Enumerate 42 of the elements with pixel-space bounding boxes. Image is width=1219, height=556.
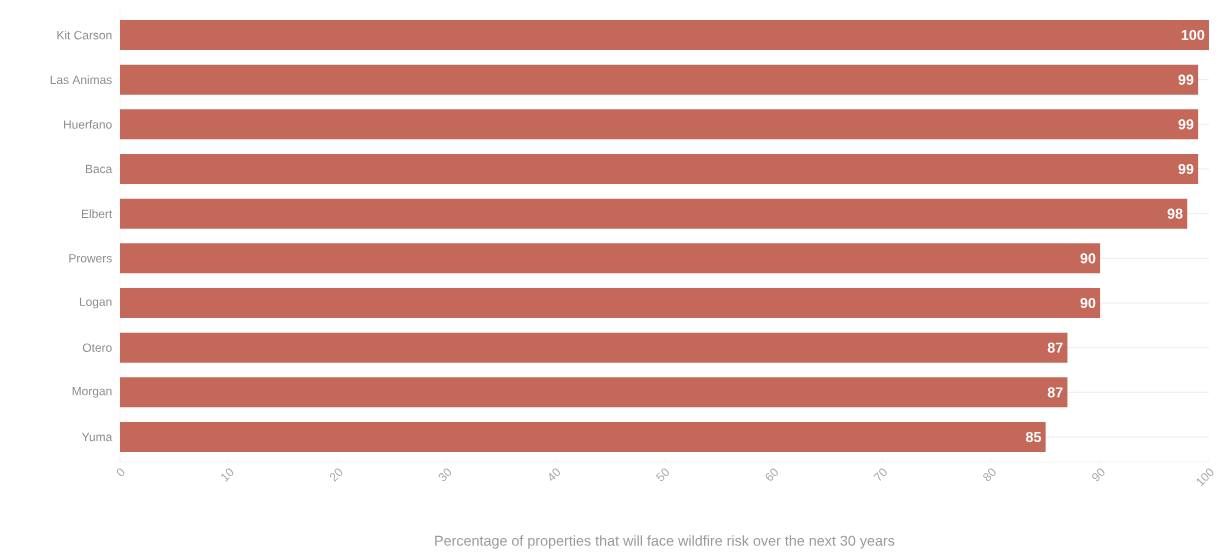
x-tick-label: 70 — [873, 468, 887, 481]
bar — [120, 64, 1199, 95]
data-label: 99 — [1178, 74, 1194, 85]
x-tick-label: 50 — [655, 468, 669, 482]
x-tick-label: 30 — [438, 468, 452, 482]
x-tick-label: 0 — [116, 468, 125, 477]
data-label: 100 — [1181, 29, 1205, 41]
data-label: 87 — [1047, 342, 1063, 353]
y-tick-label: Morgan — [72, 386, 112, 398]
x-tick-label: 100 — [1196, 468, 1214, 487]
y-tick-label: Otero — [82, 343, 112, 352]
x-tick-label: 60 — [765, 468, 778, 481]
bar — [120, 243, 1101, 274]
x-tick-label: 20 — [329, 468, 343, 482]
data-label: 99 — [1178, 163, 1194, 175]
y-tick-label: Las Animas — [50, 75, 112, 85]
bar — [120, 421, 1046, 452]
x-tick-label: 10 — [221, 468, 234, 482]
x-axis-title: Percentage of properties that will face wildfire risk over the next 30 years — [435, 535, 895, 549]
y-tick-label: Kit Carson — [57, 30, 112, 40]
x-tick-label: 90 — [1092, 468, 1105, 482]
bar — [120, 109, 1199, 140]
bar — [120, 288, 1101, 318]
data-label: 98 — [1167, 208, 1183, 219]
y-tick-label: Baca — [85, 164, 113, 174]
data-label: 87 — [1047, 387, 1063, 398]
data-label: 85 — [1025, 431, 1042, 443]
y-tick-label: Huerfano — [64, 119, 112, 129]
bar — [120, 377, 1068, 408]
bar — [120, 332, 1068, 363]
bar — [120, 154, 1199, 184]
y-tick-label: Yuma — [81, 432, 113, 442]
bar — [120, 20, 1210, 51]
x-tick-label: 40 — [549, 468, 561, 481]
y-tick-label: Elbert — [81, 209, 113, 219]
y-tick-label: Logan — [79, 297, 112, 309]
y-tick-label: Prowers — [69, 254, 112, 263]
x-tick-label: 80 — [983, 468, 996, 482]
data-label: 99 — [1178, 119, 1194, 130]
data-label: 90 — [1080, 253, 1096, 264]
data-label: 90 — [1080, 297, 1096, 309]
bar — [120, 198, 1188, 229]
